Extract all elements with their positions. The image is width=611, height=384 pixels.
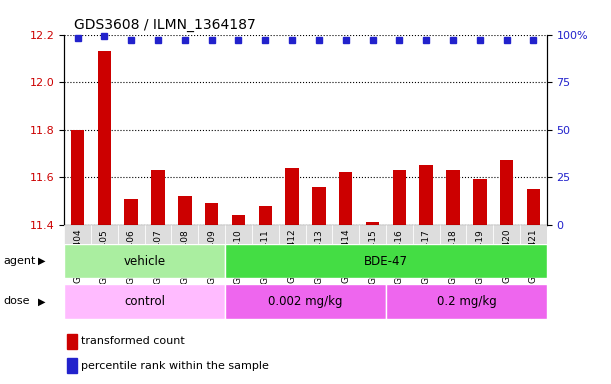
Text: GSM496406: GSM496406 — [126, 229, 136, 283]
Text: GSM496411: GSM496411 — [261, 229, 270, 283]
Text: agent: agent — [3, 256, 35, 266]
Bar — [178, 196, 191, 225]
Text: GSM496416: GSM496416 — [395, 229, 404, 283]
Bar — [306, 225, 332, 276]
Bar — [145, 225, 172, 276]
Bar — [258, 206, 272, 225]
Bar — [225, 284, 386, 319]
Bar — [67, 358, 77, 373]
Text: control: control — [124, 295, 165, 308]
Bar — [493, 225, 520, 276]
Text: GSM496418: GSM496418 — [448, 229, 458, 283]
Bar — [225, 225, 252, 276]
Bar — [67, 334, 77, 349]
Bar — [527, 189, 540, 225]
Text: GSM496420: GSM496420 — [502, 229, 511, 283]
Bar — [118, 225, 145, 276]
Text: 0.002 mg/kg: 0.002 mg/kg — [268, 295, 343, 308]
Bar — [420, 165, 433, 225]
Bar — [473, 179, 486, 225]
Text: GSM496412: GSM496412 — [288, 229, 296, 283]
Text: GSM496404: GSM496404 — [73, 229, 82, 283]
Text: ▶: ▶ — [38, 256, 45, 266]
Bar — [393, 170, 406, 225]
Bar — [339, 172, 353, 225]
Text: GSM496414: GSM496414 — [341, 229, 350, 283]
Bar — [466, 225, 493, 276]
Text: GSM496421: GSM496421 — [529, 229, 538, 283]
Text: GSM496413: GSM496413 — [315, 229, 323, 283]
Bar — [71, 130, 84, 225]
Bar — [98, 51, 111, 225]
Text: transformed count: transformed count — [81, 336, 185, 346]
Bar — [520, 225, 547, 276]
Text: GSM496415: GSM496415 — [368, 229, 377, 283]
Bar — [332, 225, 359, 276]
Text: GSM496417: GSM496417 — [422, 229, 431, 283]
Bar — [152, 170, 165, 225]
Text: GSM496419: GSM496419 — [475, 229, 485, 283]
Bar — [198, 225, 225, 276]
Bar — [439, 225, 466, 276]
Bar — [500, 161, 513, 225]
Bar — [205, 203, 218, 225]
Bar — [125, 199, 138, 225]
Text: GSM496405: GSM496405 — [100, 229, 109, 283]
Text: vehicle: vehicle — [123, 255, 166, 268]
Bar — [312, 187, 326, 225]
Bar — [91, 225, 118, 276]
Bar — [172, 225, 198, 276]
Bar — [252, 225, 279, 276]
Bar — [285, 168, 299, 225]
Bar — [359, 225, 386, 276]
Text: GDS3608 / ILMN_1364187: GDS3608 / ILMN_1364187 — [74, 18, 255, 32]
Text: 0.2 mg/kg: 0.2 mg/kg — [436, 295, 496, 308]
Bar — [386, 284, 547, 319]
Bar — [413, 225, 439, 276]
Bar — [446, 170, 459, 225]
Text: ▶: ▶ — [38, 296, 45, 306]
Text: GSM496409: GSM496409 — [207, 229, 216, 283]
Bar — [279, 225, 306, 276]
Text: GSM496410: GSM496410 — [234, 229, 243, 283]
Bar — [225, 244, 547, 278]
Bar — [386, 225, 413, 276]
Text: dose: dose — [3, 296, 29, 306]
Bar — [64, 225, 91, 276]
Bar — [232, 215, 245, 225]
Bar — [64, 284, 225, 319]
Text: GSM496408: GSM496408 — [180, 229, 189, 283]
Text: BDE-47: BDE-47 — [364, 255, 408, 268]
Text: percentile rank within the sample: percentile rank within the sample — [81, 361, 269, 371]
Text: GSM496407: GSM496407 — [153, 229, 163, 283]
Bar — [64, 244, 225, 278]
Bar — [366, 222, 379, 225]
